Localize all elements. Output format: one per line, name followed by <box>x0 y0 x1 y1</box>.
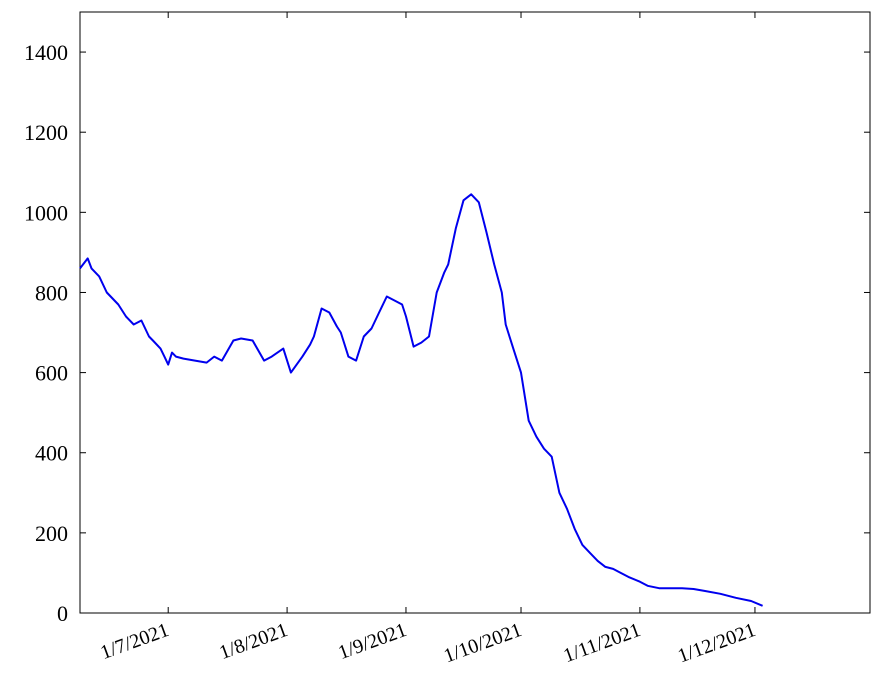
y-tick-label: 600 <box>35 361 68 386</box>
x-tick-label: 1/12/2021 <box>675 619 759 667</box>
x-tick-label: 1/8/2021 <box>216 619 290 664</box>
y-tick-label: 400 <box>35 441 68 466</box>
y-tick-label: 1200 <box>24 120 68 145</box>
x-tick-label: 1/11/2021 <box>561 619 644 667</box>
series-line <box>79 193 763 607</box>
x-tick-label: 1/9/2021 <box>335 619 409 664</box>
y-tick-label: 1000 <box>24 200 68 225</box>
y-tick-label: 200 <box>35 521 68 546</box>
x-tick-label: 1/7/2021 <box>98 619 172 664</box>
y-tick-label: 800 <box>35 280 68 305</box>
plot-frame <box>79 11 871 614</box>
x-tick-label: 1/10/2021 <box>441 619 525 667</box>
y-tick-label: 0 <box>57 601 68 626</box>
y-tick-label: 1400 <box>24 40 68 65</box>
